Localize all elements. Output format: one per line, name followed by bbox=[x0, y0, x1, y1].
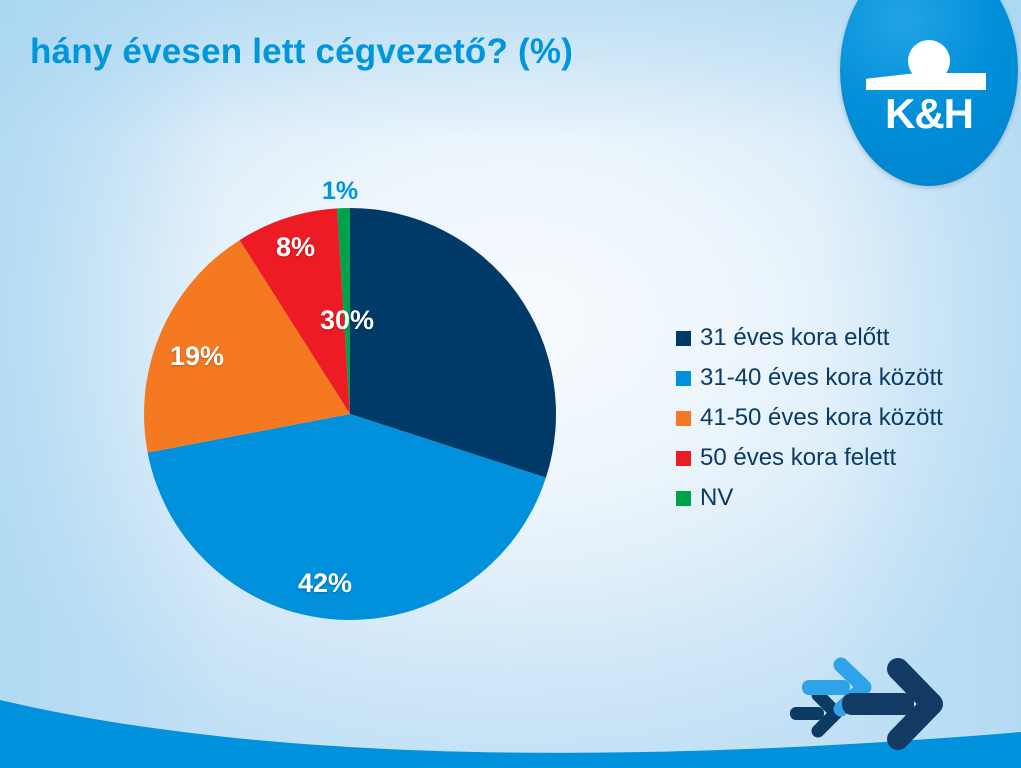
legend-item[interactable]: 50 éves kora felett bbox=[676, 438, 943, 478]
legend-item-label: 50 éves kora felett bbox=[700, 444, 897, 471]
large-arrow-icon bbox=[842, 658, 943, 750]
legend-item-label: 41-50 éves kora között bbox=[700, 404, 943, 431]
pie-slices bbox=[144, 208, 557, 621]
pie-label-31-40: 42% bbox=[298, 568, 353, 598]
pie-slice bbox=[144, 240, 350, 453]
chart-legend: 31 éves kora előtt 31-40 éves kora között… bbox=[676, 318, 943, 518]
kh-logo: K&H bbox=[840, 0, 1018, 186]
logo-wordmark: K&H bbox=[885, 90, 974, 137]
legend-swatch-icon bbox=[676, 410, 691, 426]
legend-item-label: 31-40 éves kora között bbox=[700, 364, 943, 391]
legend-item[interactable]: NV bbox=[676, 478, 943, 518]
pie-label-31-elott: 30% bbox=[320, 305, 375, 335]
logo-shoulders-icon bbox=[866, 73, 986, 90]
pie-chart-svg bbox=[144, 208, 557, 621]
small-arrow-icon bbox=[790, 688, 843, 738]
pie-slice bbox=[350, 208, 557, 478]
page-title: hány évesen lett cégvezető? (%) bbox=[30, 32, 574, 71]
legend-item[interactable]: 41-50 éves kora között bbox=[676, 398, 943, 438]
pie-label-nv: 1% bbox=[322, 177, 359, 205]
pie-label-41-50: 19% bbox=[170, 341, 225, 371]
pie-slice bbox=[239, 208, 350, 414]
pie-label-50-felett: 8% bbox=[276, 232, 316, 262]
pie-slice bbox=[147, 414, 546, 621]
legend-swatch-icon bbox=[676, 450, 691, 466]
legend-swatch-icon bbox=[676, 370, 691, 386]
legend-swatch-icon bbox=[676, 490, 691, 506]
pie-chart bbox=[142, 206, 558, 622]
legend-item-label: 31 éves kora előtt bbox=[700, 324, 890, 351]
legend-item-label: NV bbox=[700, 484, 734, 511]
pie-slice bbox=[337, 208, 350, 414]
arrows-decoration bbox=[790, 657, 943, 750]
wave-shape bbox=[0, 700, 1021, 768]
legend-item[interactable]: 31-40 éves kora között bbox=[676, 358, 943, 398]
logo-disc bbox=[840, 0, 1018, 186]
legend-swatch-icon bbox=[676, 330, 691, 346]
bottom-wave-decoration bbox=[0, 700, 1021, 768]
legend-item[interactable]: 31 éves kora előtt bbox=[676, 318, 943, 358]
